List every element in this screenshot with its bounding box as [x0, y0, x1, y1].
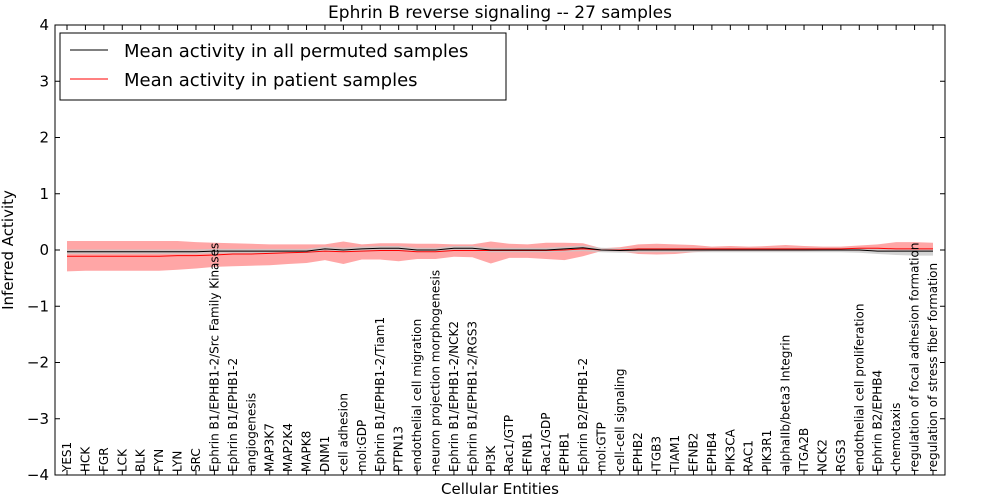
x-tick-label: regulation of stress fiber formation — [926, 263, 940, 472]
y-axis: 4 3 2 1 0 −1 −2 −3 −4 — [27, 16, 945, 484]
x-tick-label: Ephrin B1/EPHB1-2 — [226, 358, 240, 472]
x-tick-label: LCK — [115, 448, 129, 472]
y-tick-label: 4 — [39, 16, 49, 34]
x-tick-label: regulation of focal adhesion formation — [908, 243, 922, 472]
x-tick-label: HCK — [78, 446, 92, 472]
x-tick-label: endothelial cell proliferation — [852, 304, 866, 472]
y-tick-label: 3 — [39, 72, 49, 90]
x-tick-label: Ephrin B2/EPHB1-2 — [576, 358, 590, 472]
x-tick-label: Rac1/GDP — [539, 413, 553, 472]
x-tick-label: chemotaxis — [889, 403, 903, 472]
legend: Mean activity in all permuted samples Me… — [59, 32, 507, 101]
x-tick-label: mol:GTP — [594, 422, 608, 472]
y-tick-label: −3 — [27, 410, 49, 428]
x-tick-label: TIAM1 — [668, 435, 682, 473]
x-tick-label: MAP2K4 — [281, 423, 295, 472]
x-tick-label: angiogenesis — [244, 393, 258, 472]
x-tick-label: PTPN13 — [392, 426, 406, 472]
x-tick-label: ITGB3 — [650, 436, 664, 472]
x-tick-label: NCK2 — [815, 439, 829, 472]
y-axis-label: Inferred Activity — [0, 190, 17, 310]
x-tick-label: MAPK8 — [300, 431, 314, 472]
legend-permuted-label: Mean activity in all permuted samples — [124, 41, 468, 62]
x-tick-label: Ephrin B1/EPHB1-2/NCK2 — [447, 321, 461, 472]
y-tick-label: 2 — [39, 129, 49, 147]
x-tick-label: PIK3CA — [723, 428, 737, 472]
x-tick-label: cell adhesion — [336, 393, 350, 472]
x-tick-label: neuron projection morphogenesis — [429, 270, 443, 472]
x-axis: YES1 HCK FGR LCK BLK FYN LYN SRC Ephrin B1/EPHB1… — [60, 25, 940, 475]
x-tick-label: FGR — [97, 447, 111, 472]
x-tick-label: DNM1 — [318, 436, 332, 472]
permuted-activity-line — [67, 247, 933, 253]
x-tick-label: EFNB2 — [686, 433, 700, 472]
x-tick-label: LYN — [171, 451, 185, 472]
x-tick-label: Rac1/GTP — [502, 415, 516, 472]
y-tick-label: 0 — [39, 241, 49, 259]
x-tick-label: RGS3 — [834, 439, 848, 472]
x-tick-label: EPHB4 — [705, 432, 719, 472]
patient-activity-line — [67, 247, 933, 257]
x-tick-label: BLK — [134, 448, 148, 472]
y-tick-label: 1 — [39, 185, 49, 203]
x-tick-label: PI3K — [484, 445, 498, 472]
x-tick-label: alphaIIb/beta3 Integrin — [779, 335, 793, 472]
x-tick-label: EPHB1 — [557, 432, 571, 472]
series-lines — [67, 247, 933, 257]
x-tick-label: EFNB1 — [521, 433, 535, 472]
chart-title: Ephrin B reverse signaling -- 27 samples — [328, 3, 672, 23]
x-tick-label: Ephrin B2/EPHB4 — [871, 370, 885, 472]
x-tick-label: cell-cell signaling — [613, 369, 627, 473]
x-tick-label: MAP3K7 — [263, 423, 277, 472]
x-tick-label: endothelial cell migration — [410, 319, 424, 472]
x-axis-label: Cellular Entities — [441, 480, 559, 498]
x-tick-label: YES1 — [60, 442, 74, 473]
y-tick-label: −1 — [27, 297, 49, 315]
legend-box — [59, 32, 507, 101]
x-tick-label: Ephrin B1/EPHB1-2/Tiam1 — [373, 317, 387, 472]
y-tick-label: −2 — [27, 354, 49, 372]
x-tick-label: EPHB2 — [631, 432, 645, 472]
y-tick-label: −4 — [27, 466, 49, 484]
x-tick-label: mol:GDP — [355, 420, 369, 472]
x-tick-label: Ephrin B1/EPHB1-2/RGS3 — [465, 321, 479, 472]
x-tick-label: Ephrin B1/EPHB1-2/Src Family Kinases — [207, 243, 221, 472]
x-tick-label: ITGA2B — [797, 428, 811, 472]
legend-patient-label: Mean activity in patient samples — [124, 70, 418, 91]
x-tick-label: RAC1 — [742, 440, 756, 472]
x-tick-label: FYN — [152, 449, 166, 472]
x-tick-label: SRC — [189, 448, 203, 472]
x-tick-label: PIK3R1 — [760, 430, 774, 472]
